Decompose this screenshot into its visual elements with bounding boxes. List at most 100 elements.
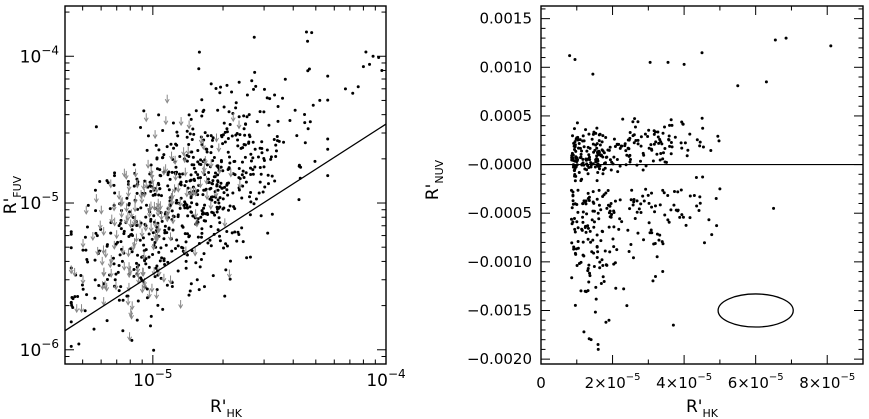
data-point [190, 163, 194, 167]
data-point [650, 205, 654, 209]
data-point [142, 109, 146, 113]
data-point [233, 159, 237, 163]
data-point [667, 220, 671, 224]
data-point [176, 134, 180, 138]
data-point [201, 211, 205, 215]
data-point [116, 270, 120, 274]
upper-limit-arrow [143, 113, 149, 123]
upper-limit-arrow [161, 166, 167, 176]
upper-limit-arrow [99, 256, 105, 266]
upper-limit-arrow [173, 172, 179, 182]
data-point [572, 216, 576, 220]
upper-limit-arrow [188, 187, 194, 197]
data-point [216, 165, 220, 169]
data-point [617, 227, 621, 231]
data-point [695, 204, 699, 208]
data-point [595, 142, 599, 146]
data-point [69, 246, 73, 250]
data-point [218, 91, 222, 95]
data-point [196, 176, 200, 180]
upper-limit-arrow [177, 198, 183, 208]
data-point [105, 319, 109, 323]
data-point [667, 138, 671, 142]
upper-limit-arrow [204, 191, 210, 201]
data-point [576, 188, 580, 192]
data-point [183, 200, 187, 204]
data-point [251, 140, 255, 144]
data-point [663, 125, 667, 129]
data-point [591, 209, 595, 213]
upper-limit-arrow [182, 167, 188, 177]
data-point [573, 58, 577, 62]
data-point [678, 215, 682, 219]
data-point [571, 134, 575, 138]
data-point [226, 167, 230, 171]
data-point [223, 140, 227, 144]
upper-limit-arrow [170, 190, 175, 200]
data-point [584, 290, 588, 294]
data-point [158, 187, 162, 191]
data-point [626, 228, 630, 232]
data-point [143, 259, 147, 263]
data-point [94, 209, 98, 213]
data-point [120, 247, 124, 251]
data-point [701, 126, 705, 130]
data-point [217, 201, 221, 205]
upper-limit-arrow [126, 269, 132, 279]
data-point [649, 228, 653, 232]
data-point [612, 245, 616, 249]
data-point [591, 72, 595, 76]
data-point [692, 193, 696, 197]
data-point [656, 135, 660, 139]
data-point [191, 127, 195, 131]
data-point [639, 210, 643, 214]
data-point [612, 211, 616, 215]
data-point [160, 219, 164, 223]
data-point [627, 249, 631, 253]
data-point [174, 246, 178, 250]
upper-limit-arrow [151, 201, 157, 211]
data-point [597, 139, 601, 143]
data-point [185, 206, 189, 210]
data-point [368, 62, 372, 66]
data-point [160, 256, 164, 260]
upper-limit-arrow [134, 179, 140, 189]
data-point [198, 162, 202, 166]
y-tick-label: 10−4 [20, 43, 59, 67]
data-point [209, 134, 213, 138]
data-point [191, 155, 195, 159]
data-point [573, 140, 577, 144]
data-point [660, 142, 664, 146]
data-point [150, 237, 154, 241]
data-point [147, 255, 151, 259]
data-point [608, 250, 612, 254]
data-point [715, 224, 719, 228]
upper-limit-arrow [148, 166, 154, 176]
data-point [633, 217, 637, 221]
data-point [92, 327, 96, 331]
left-x-axis-title: R'HK [210, 397, 243, 419]
data-point [576, 210, 580, 214]
data-point [175, 238, 179, 242]
data-point [236, 138, 240, 142]
data-point [205, 163, 209, 167]
data-point [209, 224, 213, 228]
data-point [144, 215, 148, 219]
data-point [157, 148, 161, 152]
data-point [361, 65, 365, 69]
data-point [175, 198, 179, 202]
data-point [119, 285, 123, 289]
upper-limit-arrow [168, 275, 173, 285]
upper-limit-arrow [161, 273, 167, 283]
data-point [112, 262, 116, 266]
data-point [210, 181, 214, 185]
upper-limit-arrow [101, 297, 107, 307]
data-point [97, 249, 101, 253]
data-point [270, 174, 274, 178]
data-point [245, 93, 249, 97]
data-point [658, 158, 662, 162]
upper-limit-arrow [154, 231, 160, 241]
data-point [629, 198, 633, 202]
data-point [157, 183, 161, 187]
data-point [145, 148, 149, 152]
